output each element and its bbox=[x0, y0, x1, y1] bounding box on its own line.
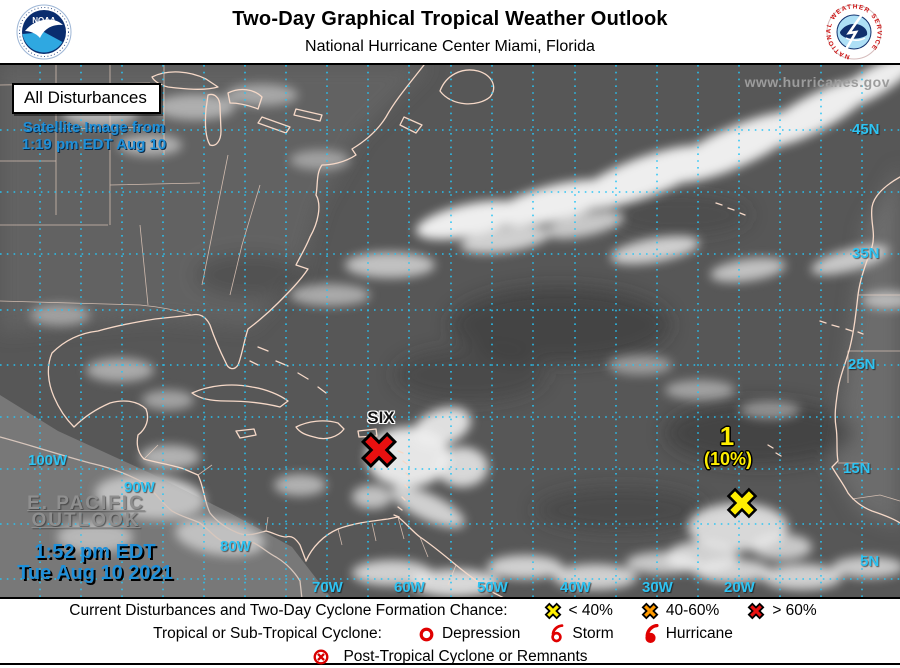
lon-label-50w: 50W bbox=[477, 579, 508, 596]
legend-row-post-tropical: Post-Tropical Cyclone or Remnants bbox=[0, 646, 900, 668]
east-pacific-line1: E. PACIFIC bbox=[27, 493, 145, 514]
all-disturbances-label: All Disturbances bbox=[24, 88, 147, 107]
latlon-grid bbox=[0, 65, 900, 597]
lat-label-45n: 45N bbox=[852, 121, 880, 138]
legend-item-high-label: > 60% bbox=[772, 602, 817, 619]
cyclone-caption: Tropical or Sub-Tropical Cyclone: bbox=[153, 625, 382, 642]
marker-one-x-icon[interactable] bbox=[725, 486, 759, 520]
all-disturbances-selector[interactable]: All Disturbances bbox=[12, 83, 161, 114]
cloud-layer bbox=[30, 65, 900, 597]
hurricane-icon bbox=[645, 623, 659, 643]
marker-six-label: SIX bbox=[367, 408, 395, 427]
legend: Current Disturbances and Two-Day Cyclone… bbox=[0, 597, 900, 665]
lon-label-80w: 80W bbox=[220, 538, 251, 555]
post-tropical-icon bbox=[313, 649, 329, 665]
coastlines bbox=[0, 65, 900, 597]
east-pacific-outlook-link[interactable]: E. PACIFIC OUTLOOK bbox=[26, 493, 146, 531]
lat-label-25n: 25N bbox=[848, 356, 876, 373]
legend-item-high: > 60% bbox=[747, 602, 817, 620]
borders bbox=[0, 65, 900, 586]
lat-label-35n: 35N bbox=[852, 245, 880, 262]
watermark-url: www.hurricanes.gov bbox=[744, 74, 890, 90]
legend-item-medium-label: 40-60% bbox=[665, 602, 720, 619]
marker-six-x-icon[interactable] bbox=[359, 430, 399, 470]
satellite-map: All Disturbances Satellite Image from 1:… bbox=[0, 63, 900, 597]
lon-label-30w: 30W bbox=[642, 579, 673, 596]
legend-item-post-tropical-label: Post-Tropical Cyclone or Remnants bbox=[343, 648, 588, 665]
landmass-shading bbox=[0, 65, 900, 532]
lon-label-20w: 20W bbox=[724, 579, 755, 596]
legend-row-cyclone: Tropical or Sub-Tropical Cyclone: Depres… bbox=[0, 623, 900, 645]
lat-label-15n: 15N bbox=[843, 460, 871, 477]
legend-item-low: < 40% bbox=[544, 602, 613, 620]
marker-one-chance: (10%) bbox=[703, 449, 753, 469]
legend-row-formation: Current Disturbances and Two-Day Cyclone… bbox=[0, 600, 900, 622]
legend-item-storm: Storm bbox=[548, 623, 614, 645]
marker-one-number: 1 bbox=[719, 421, 735, 451]
lon-label-40w: 40W bbox=[560, 579, 591, 596]
legend-item-depression-label: Depression bbox=[441, 625, 521, 642]
header: NOAA Two-Day Graphical Tropical Weather … bbox=[0, 0, 900, 63]
satellite-image bbox=[0, 65, 900, 597]
yellow-x-icon bbox=[544, 602, 561, 620]
legend-item-hurricane: Hurricane bbox=[642, 623, 733, 645]
depression-icon bbox=[419, 627, 434, 641]
lon-label-90w: 90W bbox=[124, 479, 155, 496]
formation-caption: Current Disturbances and Two-Day Cyclone… bbox=[69, 602, 508, 619]
satellite-caption-line2: 1:19 pm EDT Aug 10 bbox=[21, 136, 167, 153]
lon-label-70w: 70W bbox=[312, 579, 343, 596]
page-subtitle: National Hurricane Center Miami, Florida bbox=[305, 38, 595, 55]
noaa-logo: NOAA bbox=[16, 4, 72, 60]
noaa-logo-text: NOAA bbox=[32, 16, 56, 25]
east-pacific-line2: OUTLOOK bbox=[31, 510, 141, 531]
legend-item-hurricane-label: Hurricane bbox=[665, 625, 733, 642]
legend-item-low-label: < 40% bbox=[568, 602, 613, 619]
issuance-line1: 1:52 pm EDT bbox=[34, 541, 156, 563]
east-pacific-mask bbox=[0, 395, 331, 597]
satellite-caption-line1: Satellite Image from bbox=[22, 119, 166, 136]
lon-label-100w: 100W bbox=[28, 452, 68, 469]
issuance-time: 1:52 pm EDT Tue Aug 10 2021 bbox=[10, 542, 180, 584]
lat-label-5n: 5N bbox=[860, 553, 880, 570]
legend-item-depression: Depression bbox=[418, 625, 520, 643]
satellite-caption: Satellite Image from 1:19 pm EDT Aug 10 bbox=[14, 119, 174, 153]
legend-item-storm-label: Storm bbox=[572, 625, 614, 642]
issuance-line2: Tue Aug 10 2021 bbox=[17, 562, 173, 584]
legend-item-medium: 40-60% bbox=[641, 602, 719, 620]
storm-icon bbox=[551, 623, 564, 642]
orange-x-icon bbox=[641, 602, 659, 620]
red-x-icon bbox=[747, 602, 765, 620]
lon-label-60w: 60W bbox=[394, 579, 425, 596]
legend-item-post-tropical: Post-Tropical Cyclone or Remnants bbox=[312, 648, 588, 666]
header-titles: Two-Day Graphical Tropical Weather Outlo… bbox=[0, 0, 900, 56]
nws-logo: NATIONAL WEATHER SERVICE bbox=[826, 4, 882, 60]
page-title: Two-Day Graphical Tropical Weather Outlo… bbox=[232, 8, 668, 30]
